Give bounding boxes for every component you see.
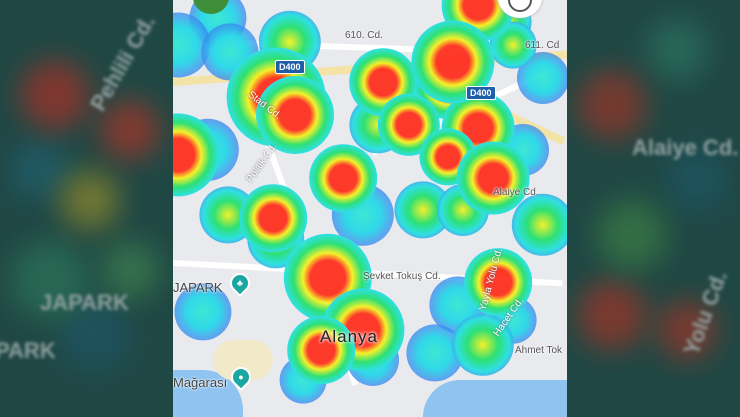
bg-blob (667, 150, 727, 210)
road-shield: D400 (275, 60, 305, 74)
heat-spot (309, 144, 377, 212)
heat-spot (287, 316, 355, 384)
bg-blob (577, 70, 647, 140)
road-shield: D400 (466, 86, 496, 100)
heat-layer (173, 0, 567, 417)
blurred-background-right: Alaiye Cd. Yolu Cd. (567, 0, 740, 417)
heat-spot (456, 141, 530, 215)
bg-blob (597, 200, 667, 270)
road-label: Ahmet Tok (515, 345, 563, 356)
road-label: Alaiye Cd. (493, 187, 539, 198)
poi-label: JAPARK (173, 280, 223, 295)
navigate-button[interactable] (193, 0, 229, 14)
bg-blob (10, 140, 70, 200)
blurred-background-left: Pehlili Cd. JAPARK PARK (0, 0, 173, 417)
road-label: Şevket Tokuş Cd. (363, 271, 441, 282)
bg-shade (0, 0, 173, 417)
bg-blob (577, 280, 647, 350)
heat-spot (174, 283, 232, 341)
bg-blob (100, 100, 160, 160)
heat-spot (451, 313, 515, 377)
sea (423, 380, 567, 417)
bg-text: JAPARK (40, 290, 129, 315)
bg-blob (60, 170, 120, 230)
bg-shade (567, 0, 740, 417)
city-label: Alanya (320, 327, 378, 346)
poi-label: Mağarası (173, 375, 228, 390)
road-label: 611. Cd (525, 40, 560, 51)
locate-icon (508, 0, 532, 12)
heat-spot (239, 184, 307, 252)
bg-blob (100, 240, 160, 300)
bg-text: PARK (0, 338, 56, 363)
bg-blob (10, 240, 90, 320)
bg-text: Alaiye Cd. (632, 135, 739, 160)
heatmap-map[interactable]: 610. Cd. 611. Cd D400 D400 Stad Cd. Poli… (173, 0, 567, 417)
heat-spot (256, 76, 334, 154)
heat-spot (511, 193, 567, 257)
road-label: 610. Cd. (345, 30, 383, 41)
bg-blob (647, 20, 707, 80)
heat-spot (464, 248, 532, 316)
locate-button[interactable] (498, 0, 542, 18)
bg-blob (657, 300, 717, 360)
bg-blob (20, 60, 90, 130)
